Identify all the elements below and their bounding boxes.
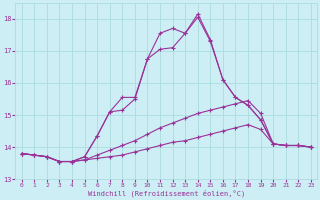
- X-axis label: Windchill (Refroidissement éolien,°C): Windchill (Refroidissement éolien,°C): [88, 190, 245, 197]
